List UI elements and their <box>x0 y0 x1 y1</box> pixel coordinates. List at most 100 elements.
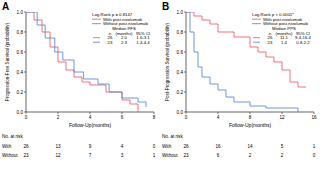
y-tick-label: 0.8 <box>177 30 184 35</box>
at-risk-count: 0 <box>313 153 316 158</box>
y-tick <box>184 72 186 73</box>
x-tick-label: 4 <box>89 115 92 120</box>
panel: A Progression-Free Survival (probability)… <box>2 1 156 158</box>
at-risk-title: No. at risk <box>162 134 183 139</box>
at-risk-count: 0 <box>153 144 156 149</box>
x-tick <box>186 112 187 114</box>
x-tick-label: 0 <box>185 115 188 120</box>
figure: A Progression-Free Survival (probability)… <box>0 0 320 174</box>
y-tick-label: 0.2 <box>177 90 184 95</box>
x-tick-label: 2 <box>57 115 60 120</box>
y-tick <box>24 32 26 33</box>
x-axis-label: Follow-Up(months) <box>229 122 272 128</box>
legend-swatch <box>92 23 101 24</box>
x-tick <box>154 112 155 114</box>
y-tick-label: 0.2 <box>17 90 24 95</box>
y-tick <box>184 92 186 93</box>
y-tick <box>184 52 186 53</box>
at-risk-count: 16 <box>215 144 221 149</box>
at-risk-count: 13 <box>55 144 61 149</box>
x-tick <box>218 112 219 114</box>
survival-curve <box>26 12 146 107</box>
y-tick <box>184 32 186 33</box>
at-risk-row-label: With <box>162 144 172 149</box>
y-tick <box>184 112 186 113</box>
y-axis <box>26 12 27 112</box>
y-tick <box>24 112 26 113</box>
at-risk-row-label: With <box>2 144 12 149</box>
at-risk-count: 26 <box>23 144 29 149</box>
table-swatch <box>93 42 100 43</box>
table-swatch <box>253 37 260 38</box>
y-axis-label: Progression-Free Survival (probability) <box>5 22 10 101</box>
at-risk-count: 1 <box>153 153 156 158</box>
panel: B Post-Progression Survival (probability)… <box>162 1 317 158</box>
at-risk-row-label: Without <box>2 153 18 158</box>
table-swatch <box>93 37 100 38</box>
at-risk-count: 3 <box>121 153 124 158</box>
table-cell: 1.4 <box>281 40 288 45</box>
table-cell: 2.3 <box>121 40 128 45</box>
at-risk-count: 26 <box>183 144 189 149</box>
at-risk-count: 2 <box>281 153 284 158</box>
x-tick-label: 16 <box>311 115 317 120</box>
at-risk-title: No. at risk <box>2 134 23 139</box>
x-tick-label: 12 <box>279 115 285 120</box>
table-cell: 1.4-4.4 <box>136 40 150 45</box>
x-tick <box>250 112 251 114</box>
y-tick-label: 0.6 <box>177 50 184 55</box>
table-cell: 0.8-2.2 <box>296 40 310 45</box>
panel-letter: A <box>2 1 9 12</box>
x-tick-label: 0 <box>25 115 28 120</box>
at-risk-count: 23 <box>23 153 29 158</box>
at-risk-count: 9 <box>89 144 92 149</box>
at-risk-count: 7 <box>89 153 92 158</box>
survival-curve <box>26 12 138 112</box>
legend-swatch <box>92 19 101 20</box>
at-risk-row-label: Without <box>162 153 178 158</box>
panel-letter: B <box>162 1 169 12</box>
table-cell: 23 <box>268 40 273 45</box>
data-group <box>26 12 146 112</box>
x-tick <box>26 112 27 114</box>
y-tick-label: 0.6 <box>17 50 24 55</box>
x-tick-label: 6 <box>121 115 124 120</box>
x-tick-label: 8 <box>249 115 252 120</box>
legend-swatch <box>252 19 261 20</box>
y-tick <box>24 92 26 93</box>
y-tick-label: 0.0 <box>17 110 24 115</box>
at-risk-count: 2 <box>249 153 252 158</box>
at-risk-count: 23 <box>183 153 189 158</box>
at-risk-count: 1 <box>313 144 316 149</box>
legend-swatch <box>252 23 261 24</box>
at-risk-count: 5 <box>281 144 284 149</box>
at-risk-count: 6 <box>217 153 220 158</box>
y-tick <box>24 72 26 73</box>
y-axis-label: Post-Progression Survival (probability) <box>165 22 170 101</box>
x-tick <box>122 112 123 114</box>
data-group <box>186 12 306 112</box>
x-tick <box>58 112 59 114</box>
x-axis-label: Follow-Up(months) <box>69 122 112 128</box>
at-risk-count: 14 <box>247 144 253 149</box>
y-tick-label: 0.4 <box>177 70 184 75</box>
table-swatch <box>253 42 260 43</box>
y-tick-label: 1.0 <box>177 10 184 15</box>
y-tick-label: 0.0 <box>177 110 184 115</box>
y-tick <box>24 52 26 53</box>
x-tick-label: 4 <box>217 115 220 120</box>
y-axis <box>186 12 187 112</box>
y-tick <box>24 12 26 13</box>
x-tick <box>314 112 315 114</box>
table-cell: 23 <box>108 40 113 45</box>
x-tick <box>90 112 91 114</box>
x-tick-label: 8 <box>153 115 156 120</box>
y-tick-label: 0.4 <box>17 70 24 75</box>
y-tick-label: 0.8 <box>17 30 24 35</box>
at-risk-count: 12 <box>55 153 61 158</box>
y-tick <box>184 12 186 13</box>
at-risk-count: 4 <box>121 144 124 149</box>
y-tick-label: 1.0 <box>17 10 24 15</box>
x-tick <box>282 112 283 114</box>
survival-curve <box>186 12 298 112</box>
